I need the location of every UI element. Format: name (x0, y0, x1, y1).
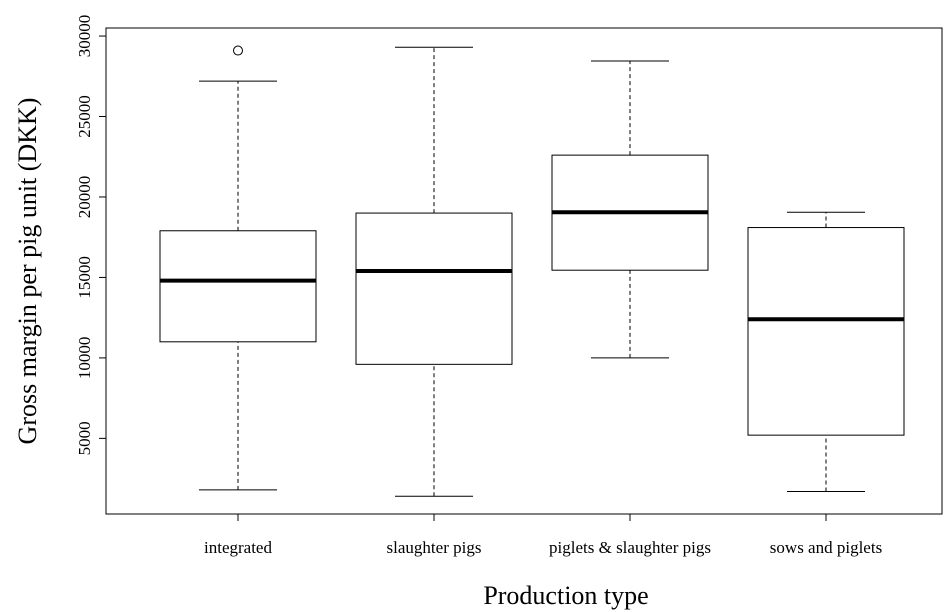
outlier (233, 45, 243, 56)
y-tick-label: 5000 (75, 421, 94, 455)
box (159, 230, 317, 343)
y-tick-label: 10000 (75, 337, 94, 380)
y-tick-label: 20000 (75, 176, 94, 219)
x-tick-label: piglets & slaughter pigs (549, 538, 711, 557)
plot-frame (105, 27, 943, 515)
x-axis-label: Production type (483, 581, 648, 610)
box (747, 227, 905, 436)
box (355, 212, 513, 365)
x-tick-label: slaughter pigs (387, 538, 482, 557)
y-axis-label: Gross margin per pig unit (DKK) (13, 98, 42, 445)
y-tick-label: 25000 (75, 95, 94, 138)
x-tick-label: sows and piglets (770, 538, 882, 557)
y-tick-label: 15000 (75, 256, 94, 299)
x-tick-label: integrated (204, 538, 272, 557)
y-tick-label: 30000 (75, 15, 94, 58)
